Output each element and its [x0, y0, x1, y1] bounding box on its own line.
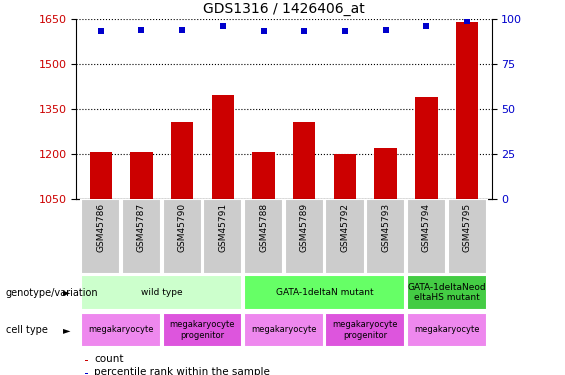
Text: GSM45792: GSM45792: [341, 202, 350, 252]
FancyBboxPatch shape: [81, 313, 161, 347]
FancyBboxPatch shape: [325, 199, 364, 274]
Point: [300, 28, 309, 34]
Text: percentile rank within the sample: percentile rank within the sample: [94, 367, 270, 375]
FancyBboxPatch shape: [285, 199, 324, 274]
FancyBboxPatch shape: [203, 199, 242, 274]
Bar: [212, 95, 234, 199]
FancyBboxPatch shape: [447, 199, 486, 274]
Bar: [171, 122, 193, 199]
FancyBboxPatch shape: [163, 313, 242, 347]
Text: GSM45793: GSM45793: [381, 202, 390, 252]
Bar: [85, 360, 88, 361]
Point: [381, 27, 390, 33]
Bar: [85, 373, 88, 374]
Text: GATA-1deltaN mutant: GATA-1deltaN mutant: [276, 288, 373, 297]
Text: GSM45795: GSM45795: [463, 202, 472, 252]
FancyBboxPatch shape: [325, 313, 405, 347]
Bar: [293, 122, 315, 199]
Bar: [130, 152, 153, 199]
Point: [341, 28, 350, 34]
FancyBboxPatch shape: [244, 275, 405, 310]
FancyBboxPatch shape: [163, 199, 202, 274]
FancyBboxPatch shape: [81, 199, 120, 274]
FancyBboxPatch shape: [244, 313, 324, 347]
Text: GATA-1deltaNeod
eltaHS mutant: GATA-1deltaNeod eltaHS mutant: [407, 283, 486, 302]
Text: ►: ►: [63, 288, 71, 297]
Text: GSM45790: GSM45790: [177, 202, 186, 252]
Text: ►: ►: [63, 325, 71, 335]
Point: [218, 23, 227, 29]
Text: megakaryocyte: megakaryocyte: [414, 326, 480, 334]
Point: [463, 18, 472, 24]
Text: wild type: wild type: [141, 288, 182, 297]
FancyBboxPatch shape: [244, 199, 283, 274]
Text: count: count: [94, 354, 124, 364]
FancyBboxPatch shape: [407, 199, 446, 274]
Text: GSM45786: GSM45786: [96, 202, 105, 252]
Bar: [456, 22, 479, 199]
Bar: [415, 97, 438, 199]
Text: GSM45788: GSM45788: [259, 202, 268, 252]
Point: [259, 28, 268, 34]
Text: cell type: cell type: [6, 325, 47, 335]
Point: [96, 28, 105, 34]
Text: GSM45787: GSM45787: [137, 202, 146, 252]
Text: megakaryocyte: megakaryocyte: [251, 326, 316, 334]
Point: [137, 27, 146, 33]
Text: GSM45791: GSM45791: [218, 202, 227, 252]
Text: megakaryocyte
progenitor: megakaryocyte progenitor: [170, 320, 235, 340]
Text: genotype/variation: genotype/variation: [6, 288, 98, 297]
FancyBboxPatch shape: [122, 199, 161, 274]
Text: megakaryocyte
progenitor: megakaryocyte progenitor: [333, 320, 398, 340]
Point: [422, 23, 431, 29]
Bar: [375, 148, 397, 199]
FancyBboxPatch shape: [407, 313, 486, 347]
Text: GSM45794: GSM45794: [422, 202, 431, 252]
FancyBboxPatch shape: [407, 275, 486, 310]
FancyBboxPatch shape: [366, 199, 405, 274]
Text: GSM45789: GSM45789: [300, 202, 308, 252]
Bar: [89, 152, 112, 199]
Bar: [253, 152, 275, 199]
Point: [177, 27, 186, 33]
FancyBboxPatch shape: [81, 275, 242, 310]
Bar: [334, 154, 356, 199]
Text: megakaryocyte: megakaryocyte: [88, 326, 154, 334]
Title: GDS1316 / 1426406_at: GDS1316 / 1426406_at: [203, 2, 365, 16]
